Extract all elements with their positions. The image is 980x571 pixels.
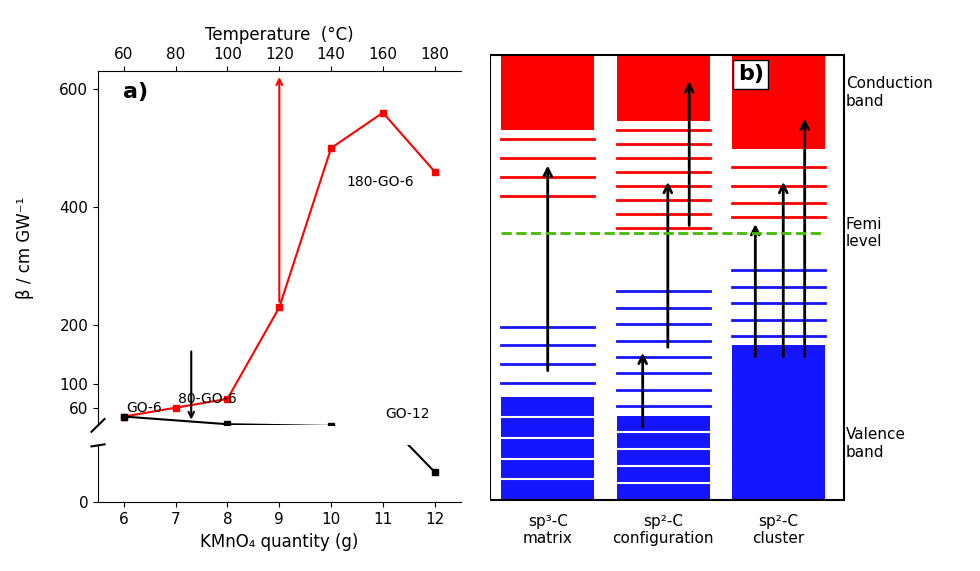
Text: Femi
level: Femi level <box>846 217 882 249</box>
Bar <box>732 345 825 500</box>
Text: sp²-C
cluster: sp²-C cluster <box>753 514 805 546</box>
Text: 80-GO-6: 80-GO-6 <box>178 392 237 406</box>
Text: sp²-C
configuration: sp²-C configuration <box>612 514 713 546</box>
Bar <box>501 397 594 500</box>
X-axis label: Temperature  (°C): Temperature (°C) <box>205 26 354 44</box>
Text: Valence
band: Valence band <box>846 428 906 460</box>
Bar <box>616 55 710 120</box>
Text: GO-6: GO-6 <box>126 401 163 415</box>
Bar <box>616 416 710 500</box>
Bar <box>732 55 825 148</box>
Text: 180-GO-6: 180-GO-6 <box>347 175 415 190</box>
Text: GO-12: GO-12 <box>385 407 430 421</box>
Bar <box>501 55 594 130</box>
Text: b): b) <box>738 65 763 85</box>
Text: β / cm GW⁻¹: β / cm GW⁻¹ <box>16 198 33 299</box>
Text: Conduction
band: Conduction band <box>846 77 932 108</box>
Text: a): a) <box>123 82 149 102</box>
Text: sp³-C
matrix: sp³-C matrix <box>522 514 572 546</box>
X-axis label: KMnO₄ quantity (g): KMnO₄ quantity (g) <box>200 533 359 551</box>
